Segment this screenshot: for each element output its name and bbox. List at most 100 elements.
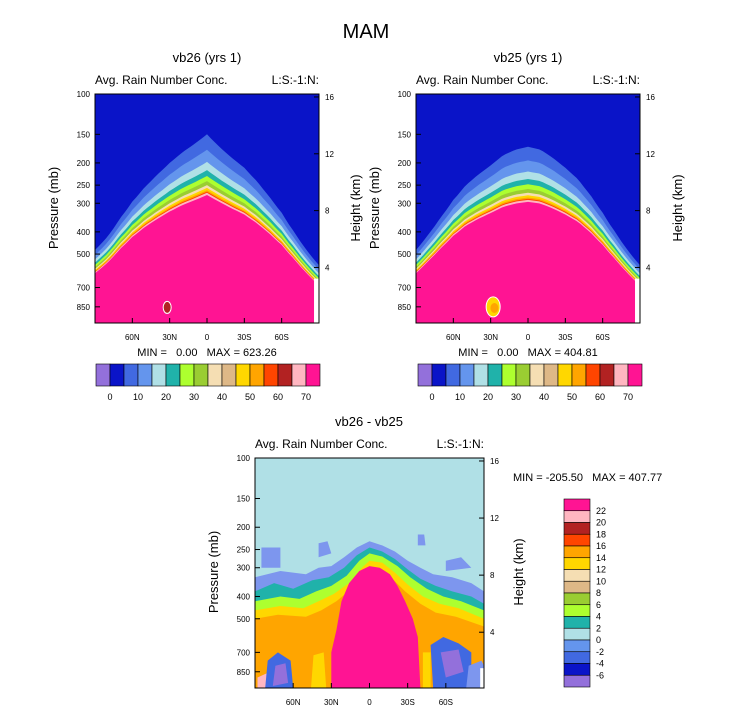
y-tick-label: 700 <box>398 284 412 293</box>
y2-tick-label: 12 <box>646 150 655 159</box>
colorbar-swatch <box>529 363 545 387</box>
colorbar-label: 50 <box>567 392 577 402</box>
y2-tick-label: 16 <box>646 93 655 102</box>
panel-left-string: Avg. Rain Number Conc. <box>95 73 228 87</box>
negative-patch <box>466 660 484 688</box>
stats-text: MIN = 0.00 MAX = 404.81 <box>458 347 597 359</box>
y-axis-label: Pressure (mb) <box>206 531 221 613</box>
colorbar-swatch <box>263 363 279 387</box>
panel-vb25: vb25 (yrs 1) Avg. Rain Number Conc. L:S:… <box>367 50 685 402</box>
y-tick-label: 250 <box>237 546 251 555</box>
colorbar: 0 10 20 30 40 50 60 70 <box>95 363 321 402</box>
axes: 100 150 200 250 300 400 500 700 850 16 12 8 4 60N 30N 0… <box>237 454 500 707</box>
y-tick-label: 700 <box>237 648 251 657</box>
positive-core <box>331 566 421 688</box>
y-axis-label: Pressure (mb) <box>46 167 61 249</box>
colorbar-swatch <box>563 522 591 535</box>
colorbar-swatch <box>431 363 447 387</box>
x-tick-label: 30S <box>401 698 415 707</box>
y2-tick-label: 4 <box>490 628 495 637</box>
y-tick-label: 200 <box>237 523 251 532</box>
y-tick-label: 200 <box>398 159 412 168</box>
colorbar-label: 18 <box>596 529 606 539</box>
missing-data <box>314 278 319 323</box>
diff-band <box>422 652 431 688</box>
y2-tick-label: 4 <box>646 263 651 272</box>
colorbar-swatch <box>515 363 531 387</box>
y-tick-label: 250 <box>398 181 412 190</box>
y2-tick-label: 12 <box>325 150 334 159</box>
negative-patch <box>318 541 332 558</box>
y2-tick-label: 8 <box>325 207 330 216</box>
colorbar-swatch <box>165 363 181 387</box>
axes: 100 150 200 250 300 400 500 700 850 16 12 8 4 60N 30N 0… <box>77 90 335 342</box>
colorbar-label: 8 <box>596 588 601 598</box>
axes: 100 150 200 250 300 400 500 700 850 16 12 8 4 60N 30N 0… <box>398 90 656 342</box>
x-tick-label: 30N <box>324 698 339 707</box>
colorbar-swatch <box>563 592 591 606</box>
y-axis-label: Pressure (mb) <box>367 167 382 249</box>
colorbar-swatch <box>109 363 125 387</box>
colorbar-swatch <box>571 363 587 387</box>
colorbar-label: -2 <box>596 647 604 657</box>
y-tick-label: 400 <box>237 592 251 601</box>
colorbar-swatch <box>137 363 153 387</box>
colorbar-label: 20 <box>161 392 171 402</box>
y-tick-label: 850 <box>398 303 412 312</box>
y2-tick-label: 8 <box>490 571 495 580</box>
x-tick-label: 0 <box>205 333 210 342</box>
colorbar-swatch <box>123 363 139 387</box>
colorbar-label: 0 <box>596 635 601 645</box>
x-tick-label: 0 <box>367 698 372 707</box>
colorbar-swatch <box>193 363 209 387</box>
colorbar-label: 0 <box>107 392 112 402</box>
colorbar-swatch <box>563 616 591 629</box>
y2-axis-label: Height (km) <box>670 174 685 241</box>
y-tick-label: 500 <box>398 250 412 259</box>
negative-patch <box>261 547 281 568</box>
x-tick-label: 30S <box>237 333 251 342</box>
negative-patch <box>445 557 472 571</box>
x-tick-label: 0 <box>526 333 531 342</box>
y-tick-label: 850 <box>237 668 251 677</box>
panel-left-string: Avg. Rain Number Conc. <box>416 73 549 87</box>
colorbar-label: 10 <box>596 576 606 586</box>
colorbar-swatch <box>417 363 433 387</box>
y2-axis-label: Height (km) <box>348 174 363 241</box>
colorbar-swatch <box>305 363 321 387</box>
y-tick-label: 100 <box>77 90 91 99</box>
colorbar-label: 2 <box>596 623 601 633</box>
y-tick-label: 100 <box>398 90 412 99</box>
colorbar-swatch <box>585 363 601 387</box>
colorbar-swatch <box>563 498 591 512</box>
y-tick-label: 500 <box>237 615 251 624</box>
colorbar-swatch <box>563 569 591 582</box>
panel-right-string: L:S:-1:N: <box>272 73 319 87</box>
colorbar-swatch <box>207 363 223 387</box>
contour-band <box>416 201 640 323</box>
y-tick-label: 300 <box>77 199 91 208</box>
colorbar-label: 30 <box>511 392 521 402</box>
colorbar-label: 10 <box>133 392 143 402</box>
y-tick-label: 150 <box>398 130 412 139</box>
contour-band <box>95 195 319 323</box>
contour-fill <box>255 458 484 688</box>
negative-patch <box>272 663 289 686</box>
colorbar-label: 14 <box>596 553 606 563</box>
colorbar-swatch <box>473 363 489 387</box>
colorbar-swatch <box>179 363 195 387</box>
x-tick-label: 30N <box>162 333 177 342</box>
colorbar-label: 40 <box>217 392 227 402</box>
y-tick-label: 150 <box>237 495 251 504</box>
contour-fill <box>416 94 640 323</box>
colorbar-swatch <box>563 557 591 570</box>
colorbar-label: -6 <box>596 670 604 680</box>
colorbar-label: 4 <box>596 612 601 622</box>
colorbar-swatch <box>221 363 237 387</box>
colorbar-swatch <box>543 363 559 387</box>
panel-right-string: L:S:-1:N: <box>437 437 484 451</box>
colorbar: 0 10 20 30 40 50 60 70 <box>417 363 643 402</box>
colorbar-swatch <box>627 363 643 387</box>
x-tick-label: 60N <box>286 698 301 707</box>
y-tick-label: 100 <box>237 454 251 463</box>
